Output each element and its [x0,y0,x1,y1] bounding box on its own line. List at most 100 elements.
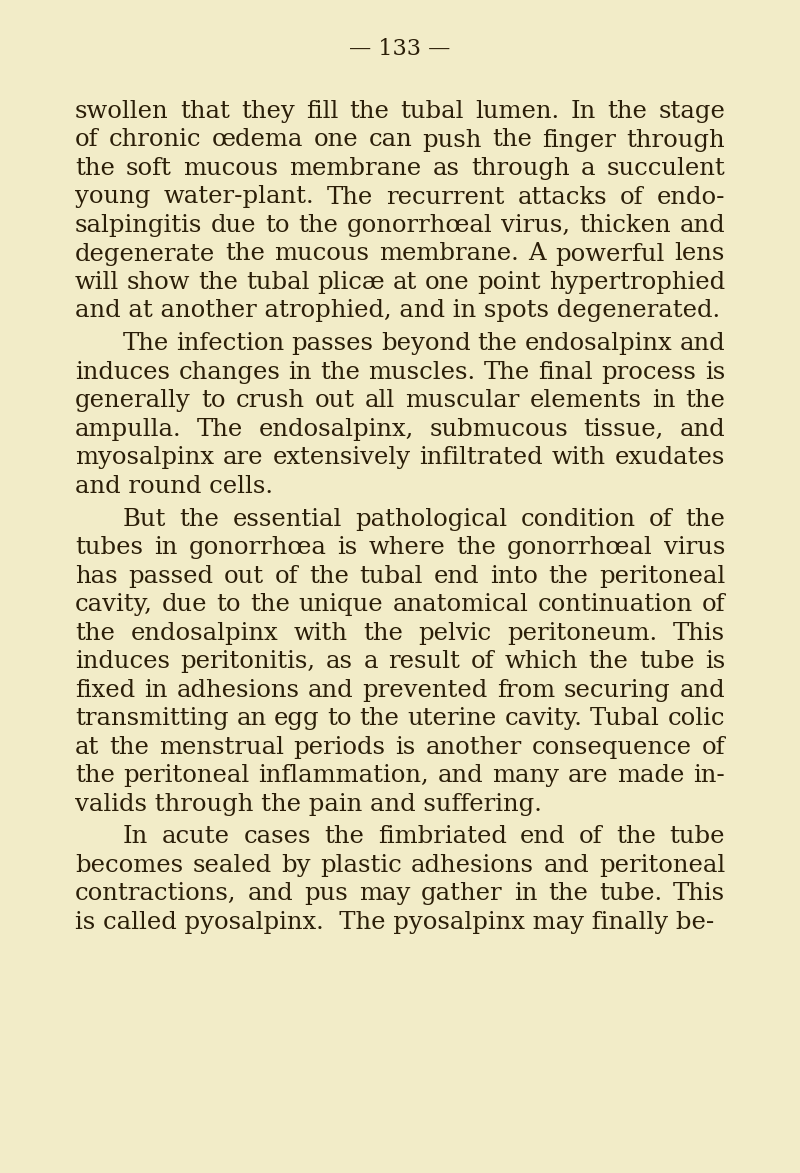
Text: out: out [314,389,354,412]
Text: The: The [197,418,243,441]
Text: powerful: powerful [556,243,665,265]
Text: induces: induces [75,650,170,673]
Text: submucous: submucous [430,418,568,441]
Text: peritonitis,: peritonitis, [181,650,315,673]
Text: endo-: endo- [657,185,725,209]
Text: tube.: tube. [598,882,662,906]
Text: egg: egg [274,707,320,730]
Text: the: the [75,622,115,644]
Text: show: show [127,271,190,294]
Text: young: young [75,185,150,209]
Text: changes: changes [178,361,280,384]
Text: induces: induces [75,361,170,384]
Text: water-plant.: water-plant. [163,185,314,209]
Text: the: the [350,100,390,123]
Text: through: through [470,157,570,179]
Text: peritoneum.: peritoneum. [507,622,658,644]
Text: ampulla.: ampulla. [75,418,182,441]
Text: the: the [75,157,115,179]
Text: which: which [505,650,578,673]
Text: out: out [224,564,264,588]
Text: the: the [363,622,403,644]
Text: the: the [109,735,149,759]
Text: at: at [75,735,99,759]
Text: point: point [478,271,541,294]
Text: process: process [602,361,697,384]
Text: colic: colic [667,707,725,730]
Text: has: has [75,564,118,588]
Text: the: the [616,826,656,848]
Text: one: one [314,129,358,151]
Text: of: of [620,185,643,209]
Text: mucous: mucous [274,243,370,265]
Text: in: in [652,389,675,412]
Text: myosalpinx: myosalpinx [75,446,214,469]
Text: œdema: œdema [212,129,303,151]
Text: will: will [75,271,119,294]
Text: the: the [250,594,290,616]
Text: of: of [702,594,725,616]
Text: is: is [395,735,416,759]
Text: of: of [649,508,672,530]
Text: hypertrophied: hypertrophied [549,271,725,294]
Text: crush: crush [235,389,305,412]
Text: of: of [702,735,725,759]
Text: result: result [388,650,460,673]
Text: endosalpinx: endosalpinx [525,332,672,355]
Text: tube: tube [638,650,694,673]
Text: the: the [179,508,219,530]
Text: lens: lens [674,243,725,265]
Text: extensively: extensively [272,446,410,469]
Text: chronic: chronic [109,129,202,151]
Text: elements: elements [530,389,642,412]
Text: The: The [123,332,170,355]
Text: the: the [685,508,725,530]
Text: one: one [425,271,470,294]
Text: the: the [225,243,265,265]
Text: due: due [211,213,257,237]
Text: cases: cases [243,826,310,848]
Text: inflammation,: inflammation, [258,764,429,787]
Text: and: and [679,332,725,355]
Text: virus: virus [664,536,725,560]
Text: sealed: sealed [193,854,272,877]
Text: tubal: tubal [246,271,310,294]
Text: where: where [368,536,445,560]
Text: of: of [75,129,98,151]
Text: pathological: pathological [355,508,507,530]
Text: transmitting: transmitting [75,707,229,730]
Text: a: a [581,157,595,179]
Text: tubal: tubal [359,564,423,588]
Text: beyond: beyond [381,332,470,355]
Text: is: is [337,536,358,560]
Text: and: and [679,418,725,441]
Text: fixed: fixed [75,678,135,701]
Text: thicken: thicken [579,213,670,237]
Text: A: A [529,243,546,265]
Text: infection: infection [176,332,285,355]
Text: the: the [309,564,349,588]
Text: to: to [217,594,241,616]
Text: condition: condition [520,508,635,530]
Text: the: the [607,100,647,123]
Text: and: and [308,678,354,701]
Text: uterine: uterine [407,707,497,730]
Text: endosalpinx: endosalpinx [130,622,278,644]
Text: the: the [360,707,400,730]
Text: tissue,: tissue, [584,418,664,441]
Text: mucous: mucous [183,157,278,179]
Text: in-: in- [694,764,725,787]
Text: as: as [433,157,459,179]
Text: infiltrated: infiltrated [419,446,543,469]
Text: of: of [579,826,602,848]
Text: with: with [552,446,606,469]
Text: and: and [247,882,293,906]
Text: of: of [274,564,298,588]
Text: tube: tube [670,826,725,848]
Text: adhesions: adhesions [411,854,534,877]
Text: membrane.: membrane. [379,243,519,265]
Text: valids through the pain and suffering.: valids through the pain and suffering. [75,793,542,815]
Text: The: The [327,185,373,209]
Text: and: and [544,854,590,877]
Text: consequence: consequence [532,735,692,759]
